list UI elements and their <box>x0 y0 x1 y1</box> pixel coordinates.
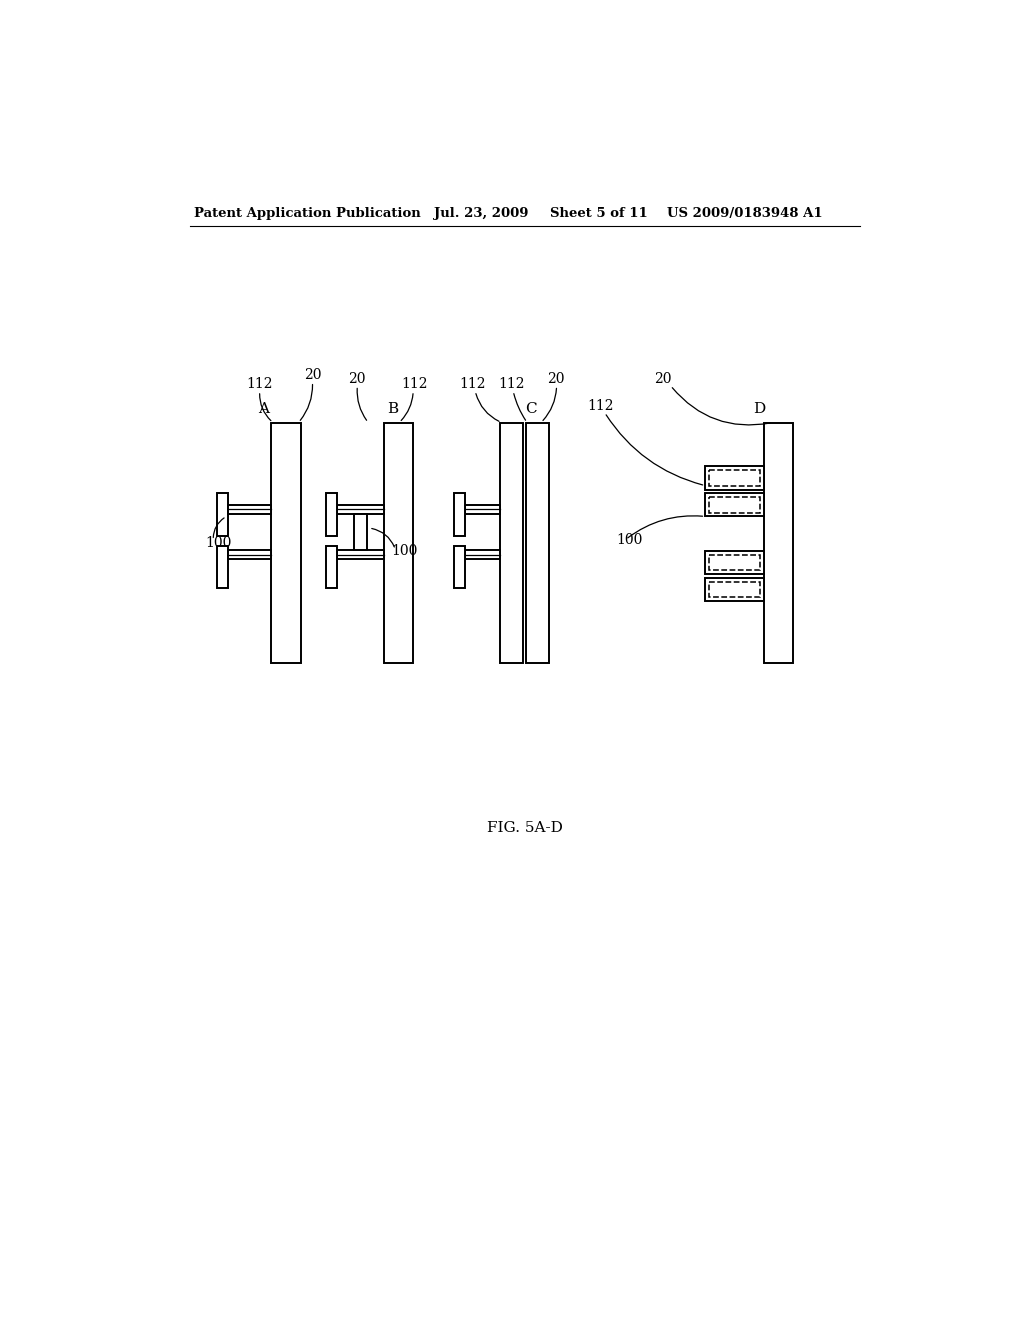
Bar <box>706 578 764 601</box>
Bar <box>271 422 301 663</box>
Text: 100: 100 <box>616 532 643 546</box>
Bar <box>337 549 384 558</box>
Bar <box>706 494 764 516</box>
Text: 20: 20 <box>654 371 672 385</box>
Text: 100: 100 <box>206 536 231 550</box>
Text: A: A <box>258 403 269 416</box>
Text: C: C <box>525 403 537 416</box>
Text: B: B <box>388 403 398 416</box>
Bar <box>706 552 764 574</box>
Bar <box>710 470 760 486</box>
Bar <box>217 494 228 536</box>
Text: 20: 20 <box>348 371 366 385</box>
Text: 112: 112 <box>588 399 614 412</box>
Bar <box>706 466 764 490</box>
Bar <box>465 549 500 558</box>
Bar <box>465 506 500 515</box>
Text: 20: 20 <box>304 368 322 381</box>
Text: US 2009/0183948 A1: US 2009/0183948 A1 <box>667 207 822 220</box>
Text: 20: 20 <box>547 371 564 385</box>
Bar <box>354 515 367 549</box>
Bar <box>455 494 465 536</box>
Bar <box>228 549 271 558</box>
Text: Jul. 23, 2009: Jul. 23, 2009 <box>434 207 528 220</box>
Bar <box>327 494 337 536</box>
Text: 112: 112 <box>499 378 525 391</box>
Text: 112: 112 <box>460 378 486 391</box>
Bar <box>384 422 414 663</box>
Bar <box>710 554 760 570</box>
Text: 112: 112 <box>247 378 273 391</box>
Text: D: D <box>754 403 766 416</box>
Bar <box>228 506 271 515</box>
Bar <box>710 498 760 512</box>
Text: Patent Application Publication: Patent Application Publication <box>194 207 421 220</box>
Bar <box>327 545 337 589</box>
Bar <box>337 506 384 515</box>
Bar <box>710 582 760 597</box>
Text: 100: 100 <box>391 544 418 558</box>
Bar <box>455 545 465 589</box>
Text: Sheet 5 of 11: Sheet 5 of 11 <box>550 207 648 220</box>
Text: 112: 112 <box>401 378 428 391</box>
Text: FIG. 5A-D: FIG. 5A-D <box>486 821 563 836</box>
Bar <box>217 545 228 589</box>
Bar <box>500 422 523 663</box>
Bar <box>764 422 793 663</box>
Bar <box>525 422 549 663</box>
